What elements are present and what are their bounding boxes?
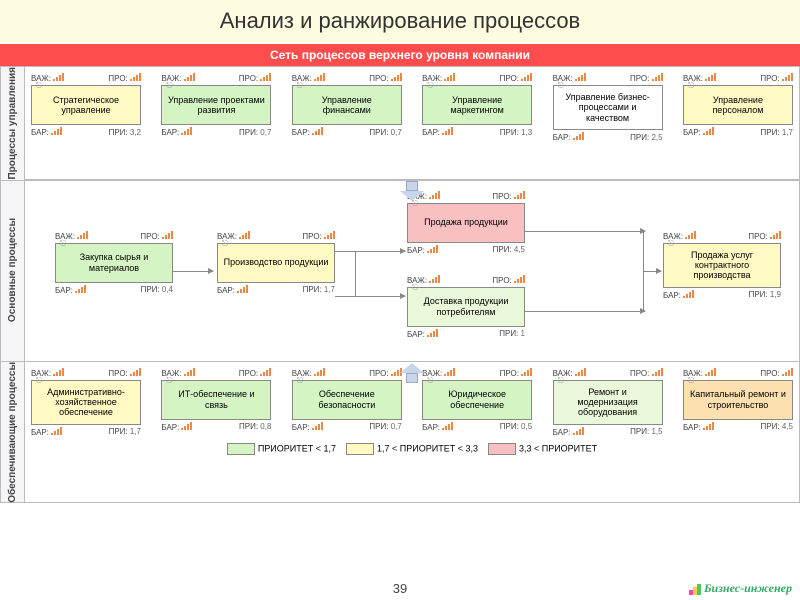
bottom-metrics: БАР: ПРИ: 0,5 [422, 420, 532, 434]
process-block: ВАЖ: ПРО: ⎋ИТ-обеспечение и связь БАР: П… [161, 366, 271, 439]
diagram-body: Процессы управления ВАЖ: ПРО: ⎋Стратегич… [0, 66, 800, 503]
top-metrics: ВАЖ: ПРО: [422, 71, 532, 85]
bottom-metrics: БАР: ПРИ: 1,9 [663, 288, 781, 302]
process-block: ВАЖ: ПРО: ⎋Управление бизнес-процессами … [553, 71, 663, 144]
bottom-metrics: БАР: ПРИ: 1,3 [422, 125, 532, 139]
top-metrics: ВАЖ: ПРО: [292, 366, 402, 380]
process-block: ВАЖ: ПРО: ⎋Продажа услуг контрактного пр… [663, 229, 781, 302]
process-box: ⎋Производство продукции [217, 243, 335, 283]
process-block: ВАЖ: ПРО: ⎋Стратегическое управление БАР… [31, 71, 141, 144]
connector [335, 251, 405, 252]
top-metrics: ВАЖ: ПРО: [663, 229, 781, 243]
bottom-metrics: БАР: ПРИ: 4,5 [683, 420, 793, 434]
bottom-metrics: БАР: ПРИ: 0,7 [161, 125, 271, 139]
bottom-metrics: БАР: ПРИ: 0,8 [161, 420, 271, 434]
bottom-metrics: БАР: ПРИ: 0,7 [292, 125, 402, 139]
bottom-metrics: БАР: ПРИ: 0,4 [55, 283, 173, 297]
connector [173, 271, 213, 272]
process-box: ⎋Капитальный ремонт и строительство [683, 380, 793, 420]
process-box: ⎋Продажа услуг контрактного производства [663, 243, 781, 288]
top-metrics: ВАЖ: ПРО: [683, 366, 793, 380]
section-support: ВАЖ: ПРО: ⎋Административно-хозяйственное… [25, 362, 799, 503]
process-block: ВАЖ: ПРО: ⎋Управление финансами БАР: ПРИ… [292, 71, 402, 144]
connector [355, 251, 356, 296]
brand-icon [688, 582, 702, 596]
process-box: ⎋Управление проектами развития [161, 85, 271, 125]
process-box: ⎋Административно-хозяйственное обеспечен… [31, 380, 141, 425]
process-box: ⎋Управление финансами [292, 85, 402, 125]
process-block: ВАЖ: ПРО: ⎋Капитальный ремонт и строител… [683, 366, 793, 439]
top-metrics: ВАЖ: ПРО: [31, 71, 141, 85]
top-metrics: ВАЖ: ПРО: [55, 229, 173, 243]
diagram-header: Сеть процессов верхнего уровня компании [0, 44, 800, 66]
connector [525, 311, 645, 312]
process-box: ⎋Обеспечение безопасности [292, 380, 402, 420]
section-core: ВАЖ: ПРО: ⎋Закупка сырья и материалов БА… [25, 181, 799, 361]
process-block: ВАЖ: ПРО: ⎋Доставка продукции потребител… [407, 273, 525, 341]
brand-label: Бизнес-инженер [688, 581, 792, 596]
bottom-metrics: БАР: ПРИ: 1,7 [217, 283, 335, 297]
bottom-metrics: БАР: ПРИ: 2,5 [553, 130, 663, 144]
process-block: ВАЖ: ПРО: ⎋Производство продукции БАР: П… [217, 229, 335, 297]
bottom-metrics: БАР: ПРИ: 3,2 [31, 125, 141, 139]
connector [335, 296, 405, 297]
process-block: ВАЖ: ПРО: ⎋Управление персоналом БАР: ПР… [683, 71, 793, 144]
process-block: ВАЖ: ПРО: ⎋Юридическое обеспечение БАР: … [422, 366, 532, 439]
process-box: ⎋ИТ-обеспечение и связь [161, 380, 271, 420]
process-box: ⎋Юридическое обеспечение [422, 380, 532, 420]
legend-item: ПРИОРИТЕТ < 1,7 [227, 443, 336, 455]
bottom-metrics: БАР: ПРИ: 1,5 [553, 425, 663, 439]
process-block: ВАЖ: ПРО: ⎋Закупка сырья и материалов БА… [55, 229, 173, 297]
process-box: ⎋Управление персоналом [683, 85, 793, 125]
bottom-metrics: БАР: ПРИ: 4,5 [407, 243, 525, 257]
page-title: Анализ и ранжирование процессов [0, 0, 800, 42]
process-box: ⎋Управление бизнес-процессами и качество… [553, 85, 663, 130]
arrow-up-icon [400, 363, 424, 383]
top-metrics: ВАЖ: ПРО: [161, 71, 271, 85]
bottom-metrics: БАР: ПРИ: 1 [407, 327, 525, 341]
process-block: ВАЖ: ПРО: ⎋Управление проектами развития… [161, 71, 271, 144]
process-box: ⎋Управление маркетингом [422, 85, 532, 125]
process-block: ВАЖ: ПРО: ⎋Административно-хозяйственное… [31, 366, 141, 439]
process-block: ВАЖ: ПРО: ⎋Ремонт и модернизация оборудо… [553, 366, 663, 439]
top-metrics: ВАЖ: ПРО: [217, 229, 335, 243]
section-label-core: Основные процессы [1, 181, 25, 361]
process-block: ВАЖ: ПРО: ⎋Продажа продукции БАР: ПРИ: 4… [407, 189, 525, 257]
section-management: ВАЖ: ПРО: ⎋Стратегическое управление БАР… [25, 67, 799, 180]
bottom-metrics: БАР: ПРИ: 1,7 [683, 125, 793, 139]
top-metrics: ВАЖ: ПРО: [683, 71, 793, 85]
section-label-support: Обеспечивающие процессы [1, 362, 25, 503]
top-metrics: ВАЖ: ПРО: [407, 189, 525, 203]
process-box: ⎋Продажа продукции [407, 203, 525, 243]
page-number: 39 [0, 581, 800, 596]
top-metrics: ВАЖ: ПРО: [292, 71, 402, 85]
connector [643, 271, 661, 272]
connector [525, 231, 645, 232]
top-metrics: ВАЖ: ПРО: [161, 366, 271, 380]
process-box: ⎋Стратегическое управление [31, 85, 141, 125]
section-label-management: Процессы управления [1, 67, 25, 180]
legend: ПРИОРИТЕТ < 1,7 1,7 < ПРИОРИТЕТ < 3,3 3,3 … [31, 439, 793, 459]
process-box: ⎋Ремонт и модернизация оборудования [553, 380, 663, 425]
top-metrics: ВАЖ: ПРО: [422, 366, 532, 380]
legend-item: 1,7 < ПРИОРИТЕТ < 3,3 [346, 443, 478, 455]
process-block: ВАЖ: ПРО: ⎋Управление маркетингом БАР: П… [422, 71, 532, 144]
arrow-down-icon [400, 181, 424, 201]
process-block: ВАЖ: ПРО: ⎋Обеспечение безопасности БАР:… [292, 366, 402, 439]
process-box: ⎋Закупка сырья и материалов [55, 243, 173, 283]
top-metrics: ВАЖ: ПРО: [553, 366, 663, 380]
top-metrics: ВАЖ: ПРО: [407, 273, 525, 287]
top-metrics: ВАЖ: ПРО: [31, 366, 141, 380]
legend-item: 3,3 < ПРИОРИТЕТ [488, 443, 597, 455]
top-metrics: ВАЖ: ПРО: [553, 71, 663, 85]
bottom-metrics: БАР: ПРИ: 1,7 [31, 425, 141, 439]
bottom-metrics: БАР: ПРИ: 0,7 [292, 420, 402, 434]
process-box: ⎋Доставка продукции потребителям [407, 287, 525, 327]
